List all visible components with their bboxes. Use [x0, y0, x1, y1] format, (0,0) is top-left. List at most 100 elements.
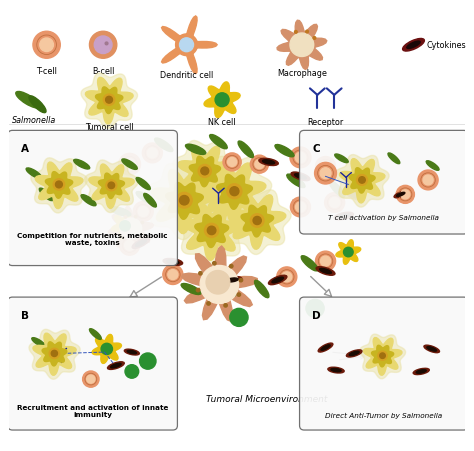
- Circle shape: [329, 198, 340, 208]
- Ellipse shape: [321, 345, 330, 350]
- Circle shape: [418, 170, 438, 190]
- Text: Dendritic cell: Dendritic cell: [160, 71, 213, 80]
- Circle shape: [250, 214, 264, 228]
- Ellipse shape: [349, 351, 359, 356]
- Polygon shape: [146, 164, 224, 240]
- Polygon shape: [46, 172, 73, 199]
- Ellipse shape: [397, 193, 405, 197]
- Ellipse shape: [167, 260, 179, 264]
- Circle shape: [133, 202, 153, 222]
- Ellipse shape: [32, 338, 45, 347]
- Ellipse shape: [219, 281, 236, 296]
- Ellipse shape: [329, 181, 345, 198]
- Ellipse shape: [407, 42, 420, 49]
- Ellipse shape: [334, 213, 354, 220]
- Ellipse shape: [349, 193, 361, 199]
- Text: Competition for nutrients, metabolic
waste, toxins: Competition for nutrients, metabolic was…: [18, 233, 168, 246]
- Ellipse shape: [272, 277, 283, 283]
- Ellipse shape: [16, 92, 40, 109]
- Circle shape: [344, 248, 353, 257]
- Ellipse shape: [335, 155, 348, 163]
- Circle shape: [125, 365, 139, 378]
- Circle shape: [53, 179, 64, 191]
- Circle shape: [142, 144, 163, 163]
- Circle shape: [253, 217, 261, 225]
- Ellipse shape: [222, 277, 242, 284]
- Text: C: C: [312, 144, 320, 154]
- Ellipse shape: [426, 161, 439, 171]
- Circle shape: [176, 193, 192, 209]
- Circle shape: [105, 43, 108, 46]
- Text: B: B: [21, 310, 28, 320]
- Circle shape: [294, 32, 297, 34]
- Ellipse shape: [136, 192, 155, 205]
- Circle shape: [213, 262, 216, 265]
- Circle shape: [120, 218, 142, 239]
- Circle shape: [291, 198, 310, 217]
- Circle shape: [101, 344, 112, 355]
- Circle shape: [380, 353, 385, 359]
- Text: Receptor: Receptor: [308, 118, 344, 127]
- Circle shape: [239, 279, 243, 282]
- Circle shape: [90, 32, 117, 59]
- Circle shape: [290, 148, 311, 168]
- Ellipse shape: [127, 350, 137, 354]
- Ellipse shape: [122, 160, 137, 170]
- Ellipse shape: [275, 145, 294, 157]
- Polygon shape: [29, 330, 80, 379]
- Polygon shape: [84, 161, 138, 213]
- Polygon shape: [99, 174, 125, 199]
- Ellipse shape: [294, 175, 306, 179]
- Polygon shape: [162, 17, 217, 74]
- Ellipse shape: [424, 345, 439, 353]
- Text: Recruitment and activation of innate
immunity: Recruitment and activation of innate imm…: [17, 404, 168, 417]
- Polygon shape: [109, 207, 154, 251]
- Ellipse shape: [255, 281, 269, 298]
- Polygon shape: [173, 141, 237, 204]
- Circle shape: [118, 154, 140, 175]
- Circle shape: [125, 241, 135, 251]
- Polygon shape: [85, 78, 133, 124]
- Circle shape: [315, 163, 337, 184]
- Polygon shape: [360, 334, 406, 379]
- FancyBboxPatch shape: [300, 131, 468, 235]
- Circle shape: [33, 32, 60, 59]
- Circle shape: [40, 39, 54, 52]
- Ellipse shape: [155, 139, 173, 152]
- Polygon shape: [189, 157, 220, 187]
- Polygon shape: [349, 168, 375, 193]
- Circle shape: [237, 293, 241, 297]
- Ellipse shape: [331, 368, 341, 372]
- Ellipse shape: [124, 350, 139, 355]
- Circle shape: [87, 375, 95, 383]
- Circle shape: [313, 37, 316, 40]
- Circle shape: [223, 153, 241, 171]
- Ellipse shape: [110, 364, 121, 368]
- Ellipse shape: [316, 267, 335, 276]
- Text: Tumoral Microenvironment: Tumoral Microenvironment: [206, 394, 327, 403]
- Ellipse shape: [90, 329, 101, 340]
- Ellipse shape: [427, 347, 437, 351]
- Circle shape: [124, 159, 135, 170]
- Polygon shape: [31, 158, 87, 213]
- Circle shape: [204, 224, 219, 238]
- Circle shape: [103, 95, 115, 106]
- Ellipse shape: [268, 276, 287, 285]
- Circle shape: [320, 257, 330, 267]
- Polygon shape: [35, 163, 83, 209]
- Circle shape: [199, 272, 202, 275]
- Circle shape: [320, 162, 330, 172]
- Circle shape: [120, 221, 130, 231]
- Polygon shape: [198, 157, 272, 229]
- Ellipse shape: [132, 238, 150, 249]
- Text: D: D: [312, 310, 321, 320]
- Text: Macrophage: Macrophage: [277, 69, 327, 78]
- Circle shape: [325, 193, 345, 213]
- Circle shape: [401, 190, 410, 199]
- Ellipse shape: [29, 97, 46, 113]
- Ellipse shape: [226, 278, 238, 282]
- Circle shape: [282, 272, 292, 282]
- Polygon shape: [217, 175, 252, 210]
- Circle shape: [106, 180, 117, 191]
- Ellipse shape: [144, 194, 156, 207]
